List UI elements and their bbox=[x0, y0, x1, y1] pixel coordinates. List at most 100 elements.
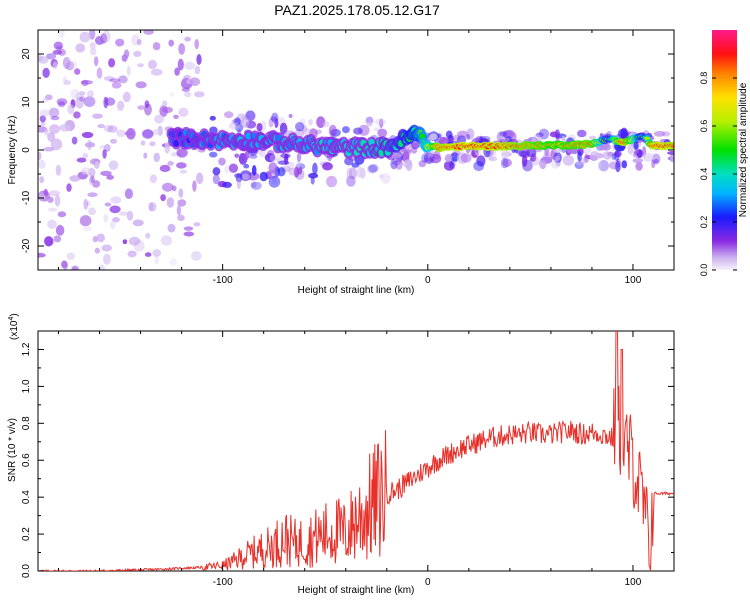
spectrogram-cell bbox=[466, 128, 475, 140]
snr-multiplier-close: ) bbox=[9, 313, 20, 316]
spectrogram-cell bbox=[86, 200, 91, 207]
spectrogram-cell bbox=[241, 173, 251, 180]
spectrogram-cell bbox=[171, 185, 177, 192]
spectrogram-cell bbox=[212, 174, 220, 185]
spectrogram-cell bbox=[234, 117, 241, 127]
snr-y-axis: 0.0 0.2 0.4 0.6 0.8 1.0 1.2 bbox=[21, 330, 674, 578]
spectrogram-cell bbox=[100, 170, 112, 177]
spectrogram-cell bbox=[62, 56, 71, 69]
spectrogram-cell bbox=[152, 129, 159, 136]
spectrogram-cell bbox=[228, 163, 238, 173]
spectrogram-cell bbox=[449, 161, 454, 169]
spectrogram-cell bbox=[452, 149, 461, 156]
snr-series-line bbox=[38, 331, 674, 571]
spectrogram-cell bbox=[379, 174, 384, 180]
spectrogram-cell bbox=[159, 164, 171, 172]
y-tick-label: 0.8 bbox=[21, 416, 32, 430]
spectrogram-cell bbox=[613, 150, 622, 158]
spectrogram-cell bbox=[268, 162, 278, 174]
colorbar-tick-label: 0.6 bbox=[699, 120, 709, 133]
y-tick-label: -10 bbox=[21, 190, 32, 205]
spectrogram-cell bbox=[83, 96, 96, 107]
spectrogram-cell bbox=[59, 124, 71, 132]
spectrogram-cell bbox=[149, 141, 156, 147]
spectrogram-cell bbox=[653, 130, 666, 137]
spectrogram-cell bbox=[295, 128, 305, 138]
spectrogram-cell bbox=[644, 136, 651, 141]
spectrogram-cell bbox=[602, 151, 612, 160]
snr-y-label: SNR (10 * v/v) bbox=[7, 418, 18, 482]
spectrogram-cell bbox=[274, 118, 279, 128]
y-tick-label: 0.0 bbox=[21, 564, 32, 578]
spectrogram-cell bbox=[96, 233, 105, 243]
spectrogram-cell bbox=[457, 152, 468, 165]
spectrogram-y-axis: -20 -10 0 10 20 bbox=[21, 29, 674, 271]
spectrogram-cell bbox=[53, 235, 62, 243]
spectrogram-cell bbox=[69, 175, 81, 182]
spectrogram-cell bbox=[160, 194, 166, 202]
spectrogram-cell bbox=[153, 152, 160, 163]
spectrogram-cell bbox=[157, 125, 163, 136]
spectrogram-cell bbox=[195, 172, 204, 185]
spectrogram-cell bbox=[137, 105, 145, 110]
spectrogram-cell bbox=[277, 167, 286, 177]
spectrogram-cell bbox=[148, 59, 157, 70]
spectrogram-cell bbox=[140, 140, 146, 146]
spectrogram-cell bbox=[47, 207, 58, 212]
colorbar-tick-label: 0.8 bbox=[699, 72, 709, 85]
spectrogram-cell bbox=[308, 172, 319, 179]
spectrogram-cell bbox=[423, 152, 435, 164]
spectrogram-cell bbox=[174, 67, 180, 76]
spectrogram-cell bbox=[89, 30, 96, 40]
spectrogram-cell bbox=[127, 250, 137, 258]
spectrogram-cell bbox=[55, 164, 62, 176]
spectrogram-cell bbox=[79, 215, 92, 227]
spectrogram-cell bbox=[348, 167, 357, 180]
chart-title: PAZ1.2025.178.05.12.G17 bbox=[274, 2, 440, 18]
spectrogram-cell bbox=[103, 253, 111, 265]
spectrogram-cell bbox=[97, 124, 105, 129]
spectrogram-cell bbox=[577, 129, 587, 138]
spectrogram-cell bbox=[295, 122, 305, 132]
spectrogram-cell bbox=[244, 151, 250, 160]
y-tick-label: 20 bbox=[21, 48, 32, 60]
spectrogram-cell bbox=[59, 30, 65, 39]
spectrogram-cell bbox=[47, 196, 54, 203]
spectrogram-cell bbox=[176, 162, 187, 169]
spectrogram-cell bbox=[67, 104, 75, 115]
spectrogram-cell bbox=[173, 140, 180, 147]
spectrogram-cell bbox=[268, 118, 274, 128]
spectrogram-cell bbox=[212, 167, 221, 176]
spectrogram-cell bbox=[450, 152, 460, 162]
spectrogram-cell bbox=[445, 130, 453, 139]
spectrogram-cell bbox=[368, 164, 379, 173]
spectrogram-cell bbox=[43, 146, 55, 152]
spectrogram-cell bbox=[142, 129, 154, 139]
spectrogram-cell bbox=[190, 251, 202, 261]
spectrogram-cell bbox=[236, 177, 241, 190]
spectrogram-cell bbox=[82, 226, 93, 232]
spectrogram-cell bbox=[103, 96, 109, 109]
spectrogram-cell bbox=[466, 134, 471, 140]
spectrogram-cell bbox=[256, 123, 263, 132]
spectrogram-cell bbox=[235, 123, 244, 132]
spectrogram-cell bbox=[137, 63, 144, 68]
spectrogram-cell bbox=[245, 132, 252, 140]
y-tick-label: 0.4 bbox=[21, 490, 32, 504]
spectrogram-cell bbox=[66, 183, 72, 192]
spectrogram-cell bbox=[124, 188, 133, 199]
spectrogram-cell bbox=[669, 153, 674, 163]
spectrogram-cell bbox=[88, 176, 94, 186]
spectrogram-cell bbox=[542, 152, 552, 164]
spectrogram-cell bbox=[651, 153, 661, 165]
spectrogram-cell bbox=[118, 211, 129, 216]
spectrogram-x-label: Height of straight line (km) bbox=[298, 285, 415, 296]
spectrogram-cell bbox=[418, 160, 427, 168]
colorbar-ticks: 0.0 0.2 0.4 0.6 0.8 bbox=[699, 72, 737, 276]
spectrogram-cell bbox=[184, 61, 196, 70]
spectrogram-cell bbox=[88, 207, 96, 216]
spectrogram-cell bbox=[390, 159, 398, 170]
spectrogram-cell bbox=[250, 181, 257, 188]
spectrogram-cell bbox=[346, 167, 353, 180]
spectrogram-cell bbox=[574, 161, 584, 169]
